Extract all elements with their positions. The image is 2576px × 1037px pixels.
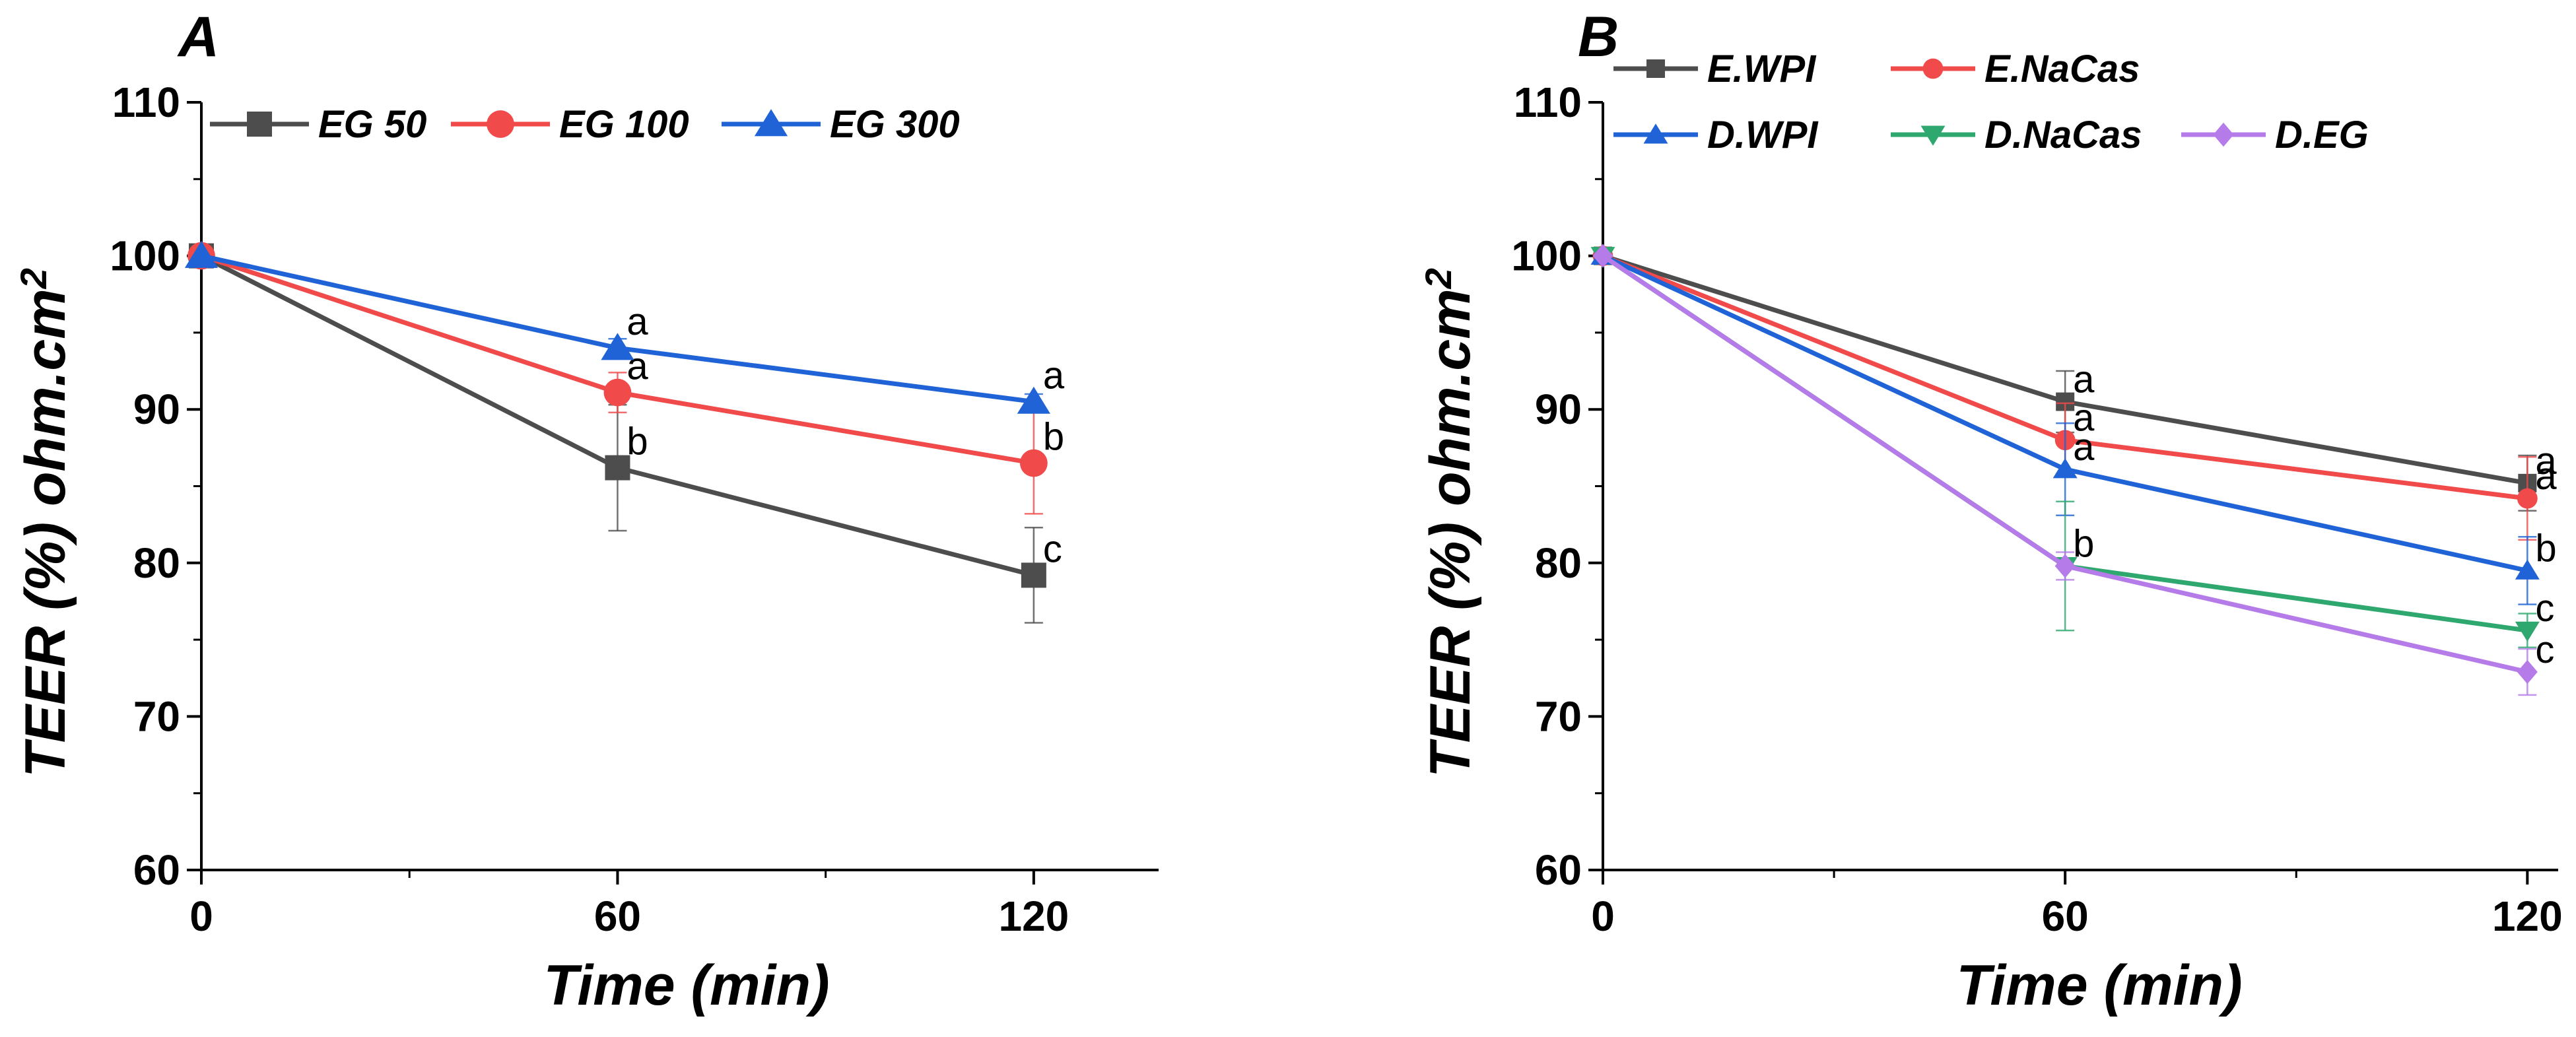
panel-a-y-axis-title-main: TEER (%) ohm.cm — [14, 288, 77, 778]
panel-b-legend-label-d-wpi: D.WPI — [1707, 114, 1819, 156]
panel-a-data-point-eg-300 — [1017, 386, 1050, 414]
panel-b-significance-label: b — [2073, 522, 2094, 565]
panel-a-y-tick-label: 100 — [110, 232, 180, 280]
panel-a-y-axis-title-superscript: 2 — [13, 268, 54, 289]
panel-b-legend-label-e-wpi: E.WPI — [1707, 48, 1817, 90]
panel-b-significance-label: a — [2073, 397, 2095, 440]
panel-b-legend-marker-e-wpi — [1646, 59, 1665, 78]
panel-a-significance-label: b — [627, 420, 648, 463]
panel-a-data-point-eg-50 — [605, 455, 630, 481]
panel-a-y-tick-label: 110 — [112, 79, 180, 126]
panel-b-label: B — [1578, 5, 1619, 69]
panel-a-x-axis-title: Time (min) — [543, 954, 829, 1017]
panel-b-y-axis-title-main: TEER (%) ohm.cm — [1419, 288, 1482, 778]
panel-a-series-eg-50: bc — [189, 243, 1062, 624]
panel-b-significance-label: a — [2073, 358, 2095, 401]
panel-b-x-tick-label: 60 — [2042, 892, 2089, 940]
panel-b-y-tick-label: 100 — [1511, 232, 1582, 280]
panel-a-legend-marker-eg-100 — [487, 110, 514, 138]
panel-b-significance-label: a — [2535, 440, 2557, 483]
panel-b-x-tick-label: 0 — [1591, 892, 1615, 940]
panel-b-data-point-d-wpi — [2515, 559, 2540, 580]
panel-b-y-axis-title: TEER (%) ohm.cm2 — [1417, 268, 1482, 778]
panel-a-legend-marker-eg-50 — [247, 112, 272, 137]
panel-b-legend-marker-e-nacas — [1922, 58, 1944, 79]
panel-b-series-e-wpi: aa — [1594, 246, 2557, 512]
panel-a-y-tick-label: 80 — [133, 539, 180, 587]
panel-a-legend-marker-eg-300 — [754, 109, 788, 137]
panel-a-legend: EG 50 EG 100 EG 300 — [210, 103, 960, 146]
panel-b-significance-label: a — [2535, 455, 2557, 498]
panel-a-data-point-eg-50 — [1021, 562, 1046, 588]
panel-b-y-tick-label: 90 — [1535, 385, 1582, 433]
panel-b-legend-label-d-eg: D.EG — [2275, 114, 2369, 156]
panel-b-y-tick-label: 110 — [1514, 79, 1582, 126]
panel-a-y-tick-label: 70 — [133, 692, 180, 740]
panel-a-significance-label: a — [1043, 354, 1065, 397]
panel-b-data-point-d-eg — [2054, 554, 2076, 578]
panel-a-significance-label: c — [1043, 527, 1062, 570]
panel-a-legend-label-eg-50: EG 50 — [318, 103, 426, 146]
panel-b-significance-label: a — [2073, 426, 2095, 469]
panel-b-significance-label: c — [2535, 587, 2554, 630]
panel-a-significance-label: b — [1043, 416, 1064, 459]
panel-b-x-tick-label: 120 — [2492, 892, 2563, 940]
panel-b-legend-marker-d-eg — [2213, 122, 2234, 147]
panel-b-legend-marker-d-nacas — [1920, 125, 1946, 146]
panel-a-y-tick-label: 90 — [133, 385, 180, 433]
panel-a-significance-label: a — [627, 300, 648, 343]
panel-a-legend-label-eg-100: EG 100 — [559, 103, 689, 146]
panel-b-y-tick-label: 70 — [1535, 692, 1582, 740]
panel-b-data-point-d-eg — [1592, 244, 1613, 268]
panel-b-legend-label-e-nacas: E.NaCas — [1984, 48, 2140, 90]
panel-b-series-d-eg: c — [1592, 244, 2554, 696]
panel-b-y-tick-label: 80 — [1535, 539, 1582, 587]
panel-a-x-tick-label: 60 — [594, 892, 641, 940]
panel-b: B Time (min) TEER (%) ohm.cm2 60 70 80 90 10… — [1417, 5, 2563, 1017]
panel-a-series-eg-300: aa — [184, 240, 1065, 414]
panel-a-y-axis-title: TEER (%) ohm.cm2 — [13, 268, 77, 778]
panel-b-data-point-e-nacas — [2517, 488, 2538, 509]
panel-b-y-tick-label: 60 — [1535, 846, 1582, 894]
panel-b-legend-label-d-nacas: D.NaCas — [1984, 114, 2142, 156]
panel-b-legend-marker-d-wpi — [1643, 123, 1668, 144]
panel-b-data-point-d-nacas — [2515, 621, 2540, 642]
panel-a-data-point-eg-100 — [603, 378, 632, 407]
panel-a-x-tick-label: 0 — [189, 892, 213, 940]
panel-a-x-tick-label: 120 — [998, 892, 1069, 940]
panel-a-legend-label-eg-300: EG 300 — [830, 103, 960, 146]
panel-b-data-point-d-eg — [2517, 659, 2538, 685]
panel-b-legend: E.WPI E.NaCas D.WPI D.NaCas D.EG — [1613, 48, 2369, 156]
panel-b-significance-label: c — [2535, 628, 2554, 671]
panel-b-x-axis-title: Time (min) — [1956, 954, 2242, 1017]
panel-a-y-tick-label: 60 — [133, 846, 180, 894]
panel-b-significance-label: b — [2535, 527, 2556, 570]
panel-a-data-point-eg-300 — [184, 240, 219, 268]
panel-a: A Time (min) TEER (%) ohm.cm2 60 70 80 90 10… — [13, 5, 1159, 1017]
panel-a-data-point-eg-300 — [601, 333, 634, 360]
panel-b-data-point-d-wpi — [2052, 458, 2078, 479]
panel-b-y-axis-title-superscript: 2 — [1417, 268, 1459, 289]
panel-a-data-point-eg-100 — [1019, 449, 1048, 477]
panel-a-label: A — [177, 5, 219, 69]
